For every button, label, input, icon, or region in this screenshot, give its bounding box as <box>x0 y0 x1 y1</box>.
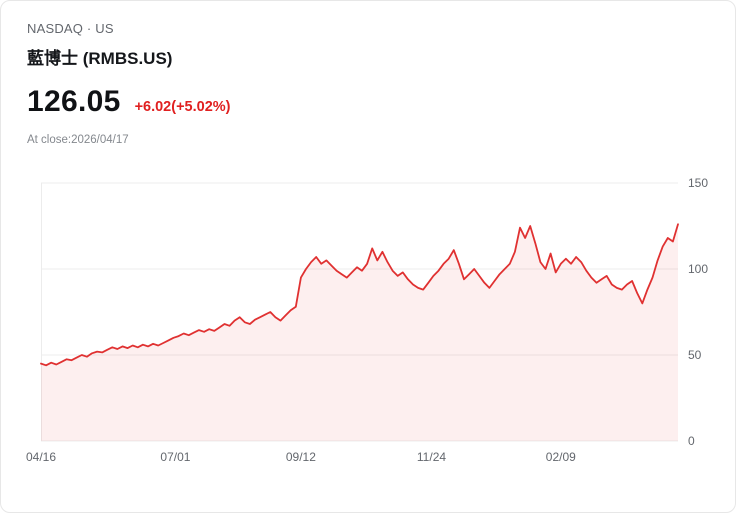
x-axis-label: 11/24 <box>416 450 447 464</box>
x-axis-label: 09/12 <box>285 450 316 464</box>
as-of-time: At close:2026/04/17 <box>27 134 129 146</box>
y-axis-label: 0 <box>688 434 695 448</box>
exchange-info: NASDAQ · US <box>27 21 114 36</box>
stock-title: 藍博士 (RMBS.US) <box>27 49 173 68</box>
x-axis-label: 04/16 <box>25 450 57 464</box>
x-axis-label: 02/09 <box>545 450 576 464</box>
price-chart-canvas <box>40 182 679 442</box>
y-axis-label: 50 <box>688 348 702 362</box>
y-axis-label: 150 <box>688 176 709 190</box>
price-change: +6.02(+5.02%) <box>134 99 231 115</box>
price-chart: 0 50 100 150 04/16 07/01 09/12 11/24 02/09 <box>26 176 708 464</box>
last-price: 126.05 <box>27 85 121 118</box>
x-axis-label: 07/01 <box>160 450 191 464</box>
y-axis-label: 100 <box>688 262 709 276</box>
price-row: 126.05 +6.02(+5.02%) <box>27 85 709 119</box>
